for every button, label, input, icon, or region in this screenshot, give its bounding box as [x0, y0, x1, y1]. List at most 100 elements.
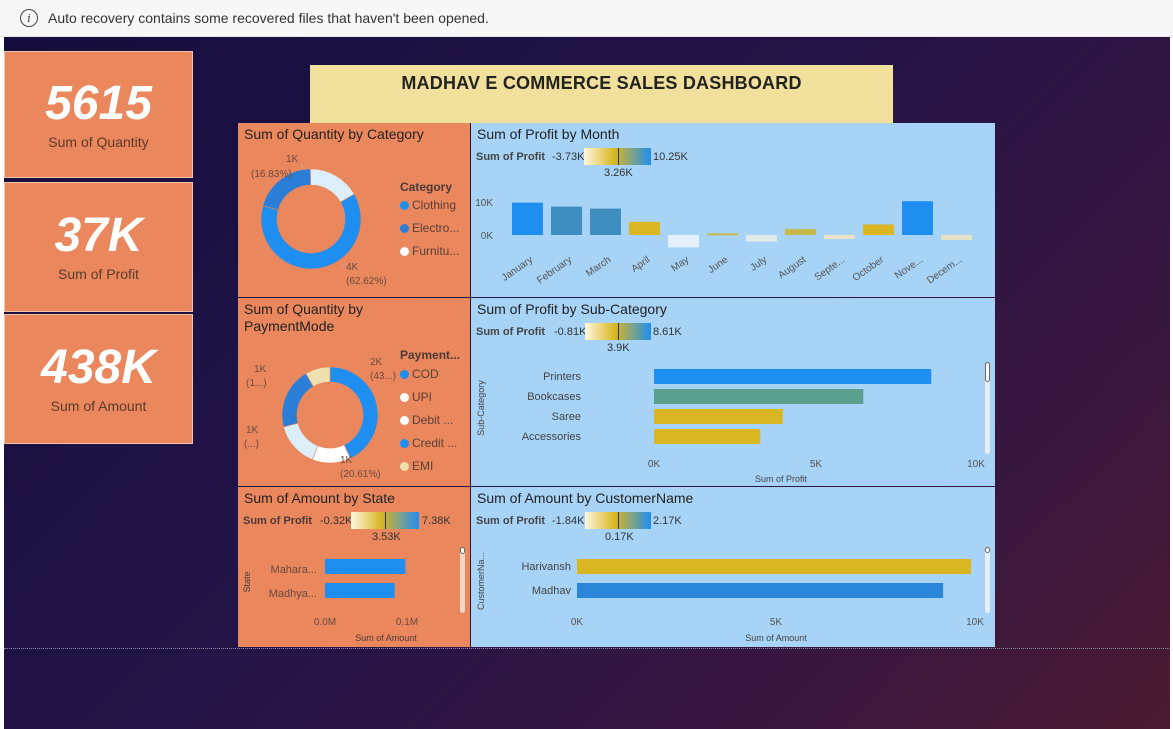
legend-dot: [400, 392, 409, 402]
chart-title: Sum of Quantity by Category: [244, 126, 424, 142]
panel-amount-by-state[interactable]: Sum of Amount by State Sum of Profit -0.…: [238, 487, 470, 647]
label-bottom-pct: (62.62%): [346, 276, 387, 287]
legend-item-credit[interactable]: Credit ...: [400, 436, 457, 450]
state-bar[interactable]: [325, 559, 406, 574]
customer-bar[interactable]: [577, 559, 971, 574]
scrollbar-track[interactable]: [985, 364, 990, 454]
x-tick: 10K: [967, 459, 985, 470]
donut-category-svg: 1K (16.83%) 4K (62.62%): [250, 154, 387, 287]
kpi-label: Sum of Profit: [58, 266, 139, 282]
chart-title: Sum of Profit by Sub-Category: [477, 301, 667, 317]
month-bar[interactable]: [824, 235, 855, 239]
donut-slice-furniture[interactable]: [304, 156, 355, 210]
label-a-pct: (43...): [370, 371, 396, 382]
kpi-card-profit[interactable]: 37K Sum of Profit: [4, 182, 193, 312]
donut-slice-credit[interactable]: [281, 373, 314, 428]
infobar-message: Auto recovery contains some recovered fi…: [48, 10, 489, 26]
chart-title: Sum of Amount by CustomerName: [477, 490, 694, 506]
legend-item-clothing[interactable]: Clothing: [400, 198, 456, 212]
category-label: Printers: [543, 371, 581, 383]
grad-bar: [584, 148, 651, 165]
chart-title: Sum of Profit by Month: [477, 126, 620, 142]
subcat-bar[interactable]: [654, 429, 761, 444]
month-bar[interactable]: [668, 235, 699, 248]
panel-amount-by-customer[interactable]: Sum of Amount by CustomerName Sum of Pro…: [471, 487, 995, 647]
kpi-value: 5615: [45, 76, 152, 130]
scrollbar-thumb[interactable]: [460, 547, 465, 554]
legend-text: Credit ...: [412, 436, 458, 450]
scrollbar-track[interactable]: [985, 549, 990, 613]
grad-mid: 3.26K: [604, 167, 633, 179]
y-axis-title: CustomerNa...: [476, 552, 486, 610]
legend-item-cod[interactable]: COD: [400, 367, 439, 381]
donut-slice-emi[interactable]: [305, 366, 331, 387]
legend-item-emi[interactable]: EMI: [400, 459, 433, 473]
panel-profit-by-month[interactable]: Sum of Profit by Month Sum of Profit -3.…: [471, 123, 995, 297]
month-bar[interactable]: [590, 208, 621, 235]
x-tick: 0.1M: [396, 617, 418, 628]
subcat-bar[interactable]: [654, 369, 932, 384]
label-d-value: 1K: [340, 455, 353, 466]
state-bar[interactable]: [325, 583, 395, 598]
legend-text: UPI: [412, 390, 433, 404]
scrollbar-thumb[interactable]: [985, 547, 990, 553]
subcat-bar[interactable]: [654, 389, 864, 404]
month-bar[interactable]: [785, 229, 816, 235]
customer-bar[interactable]: [577, 583, 944, 598]
legend-title: Payment...: [400, 348, 461, 362]
x-tick: 0K: [648, 459, 661, 470]
month-bar[interactable]: [902, 201, 933, 235]
category-label: Accessories: [522, 431, 582, 443]
month-label: February: [535, 254, 574, 286]
panel-quantity-by-paymentmode[interactable]: Sum of Quantity by PaymentMode 2K (43...…: [238, 298, 470, 486]
legend-item-furniture[interactable]: Furnitu...: [400, 244, 459, 258]
grad-mark: [385, 512, 386, 529]
legend-item-electronics[interactable]: Electro...: [400, 221, 459, 235]
legend-text: EMI: [412, 459, 434, 473]
category-label: Madhya...: [269, 588, 317, 600]
donut-slice-debit[interactable]: [283, 422, 319, 461]
legend-dot: [400, 438, 409, 448]
x-tick: 0.0M: [314, 617, 336, 628]
month-bar[interactable]: [941, 235, 972, 240]
month-bar[interactable]: [551, 206, 582, 235]
grad-min: -3.73K: [552, 151, 585, 163]
info-icon: i: [20, 9, 38, 27]
label-b-value: 1K: [254, 364, 267, 375]
x-axis-title: Sum of Amount: [745, 633, 807, 643]
label-b-pct: (1...): [246, 378, 267, 389]
x-tick: 5K: [770, 617, 783, 628]
panel-quantity-by-category[interactable]: Sum of Quantity by Category 1K (16.83%) …: [238, 123, 470, 297]
scrollbar-thumb[interactable]: [985, 362, 990, 382]
auto-recovery-infobar[interactable]: i Auto recovery contains some recovered …: [0, 0, 1173, 37]
grad-label: Sum of Profit: [476, 326, 546, 338]
grad-max: 7.38K: [422, 515, 451, 527]
grad-max: 10.25K: [653, 151, 688, 163]
grad-bar: [585, 512, 651, 529]
month-bar[interactable]: [629, 221, 660, 235]
y-axis-title: State: [242, 571, 252, 592]
month-bar[interactable]: [863, 224, 894, 235]
label-a-value: 2K: [370, 357, 383, 368]
donut-payment-svg: 2K (43...) 1K (1...) 1K (...) 1K (20.61%…: [244, 357, 396, 480]
kpi-value: 37K: [54, 209, 143, 262]
label-top-value: 1K: [286, 154, 299, 165]
panel-profit-by-subcategory[interactable]: Sum of Profit by Sub-Category Sum of Pro…: [471, 298, 995, 486]
legend-dot: [400, 415, 409, 425]
kpi-card-amount[interactable]: 438K Sum of Amount: [4, 314, 193, 444]
subcat-bar[interactable]: [654, 409, 783, 424]
legend-item-debit[interactable]: Debit ...: [400, 413, 453, 427]
label-c-value: 1K: [246, 425, 259, 436]
month-bar[interactable]: [512, 202, 543, 235]
grad-mid: 0.17K: [605, 531, 634, 543]
scrollbar-track[interactable]: [460, 549, 465, 613]
kpi-value: 438K: [41, 341, 156, 394]
month-bar[interactable]: [707, 233, 738, 236]
grad-min: -1.84K: [552, 515, 585, 527]
donut-slice-clothing[interactable]: [250, 163, 379, 287]
month-label: March: [584, 254, 613, 279]
month-bar[interactable]: [746, 235, 777, 242]
legend-item-upi[interactable]: UPI: [400, 390, 432, 404]
kpi-card-quantity[interactable]: 5615 Sum of Quantity: [4, 51, 193, 178]
legend-dot: [400, 461, 409, 471]
